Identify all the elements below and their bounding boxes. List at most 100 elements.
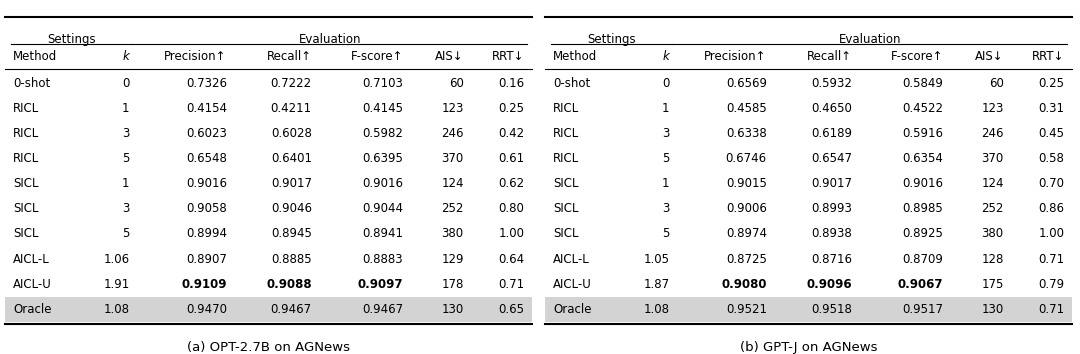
Text: 130: 130 — [442, 303, 463, 316]
Text: 0.4211: 0.4211 — [271, 102, 312, 115]
Text: 0.6338: 0.6338 — [726, 127, 767, 140]
Text: 0.9017: 0.9017 — [811, 177, 852, 190]
Text: SICL: SICL — [13, 202, 39, 215]
Text: 0.6395: 0.6395 — [362, 152, 403, 165]
Text: Evaluation: Evaluation — [298, 33, 361, 46]
Text: 1.08: 1.08 — [104, 303, 130, 316]
Text: 0.6023: 0.6023 — [186, 127, 227, 140]
Text: 0.9517: 0.9517 — [902, 303, 943, 316]
Text: 0.4650: 0.4650 — [811, 102, 852, 115]
Text: 60: 60 — [989, 76, 1003, 90]
Text: 129: 129 — [442, 253, 463, 266]
Text: RICL: RICL — [553, 102, 580, 115]
Text: 0.6746: 0.6746 — [726, 152, 767, 165]
Text: k: k — [663, 50, 670, 63]
Text: 0.5982: 0.5982 — [362, 127, 403, 140]
Text: 252: 252 — [442, 202, 463, 215]
Text: 246: 246 — [982, 127, 1003, 140]
Text: 0.9067: 0.9067 — [897, 278, 943, 291]
Text: 380: 380 — [442, 228, 463, 240]
Text: AICL-L: AICL-L — [553, 253, 590, 266]
Text: 0.9006: 0.9006 — [726, 202, 767, 215]
Text: 0.31: 0.31 — [1039, 102, 1065, 115]
Text: 0.9016: 0.9016 — [902, 177, 943, 190]
Text: AIS↓: AIS↓ — [975, 50, 1003, 63]
Text: 246: 246 — [442, 127, 463, 140]
Text: 1.05: 1.05 — [644, 253, 670, 266]
Text: 0.6401: 0.6401 — [271, 152, 312, 165]
Text: 0.86: 0.86 — [1039, 202, 1065, 215]
Text: RRT↓: RRT↓ — [492, 50, 525, 63]
Text: Evaluation: Evaluation — [838, 33, 901, 46]
Text: 128: 128 — [982, 253, 1003, 266]
Text: 0.9015: 0.9015 — [726, 177, 767, 190]
Text: 0.8709: 0.8709 — [902, 253, 943, 266]
Text: 0.8985: 0.8985 — [902, 202, 943, 215]
Text: 1: 1 — [122, 177, 130, 190]
Text: 0.61: 0.61 — [498, 152, 525, 165]
Text: 0.9467: 0.9467 — [271, 303, 312, 316]
Text: 0.4585: 0.4585 — [726, 102, 767, 115]
Text: 1: 1 — [662, 102, 670, 115]
Text: 0.64: 0.64 — [498, 253, 525, 266]
Text: k: k — [123, 50, 130, 63]
Text: 0-shot: 0-shot — [13, 76, 51, 90]
Text: 0.8885: 0.8885 — [271, 253, 312, 266]
Text: 0.8725: 0.8725 — [726, 253, 767, 266]
Text: 0.8716: 0.8716 — [811, 253, 852, 266]
Text: 0.8945: 0.8945 — [271, 228, 312, 240]
Text: 0.7222: 0.7222 — [271, 76, 312, 90]
Text: 370: 370 — [982, 152, 1003, 165]
Text: 0: 0 — [662, 76, 670, 90]
Text: 0.71: 0.71 — [498, 278, 525, 291]
Text: 0: 0 — [122, 76, 130, 90]
Text: 0.8941: 0.8941 — [362, 228, 403, 240]
Text: 124: 124 — [442, 177, 463, 190]
Text: 0.71: 0.71 — [1038, 253, 1065, 266]
Text: Method: Method — [553, 50, 597, 63]
Text: 0.16: 0.16 — [498, 76, 525, 90]
Text: 0.9017: 0.9017 — [271, 177, 312, 190]
Text: 0.80: 0.80 — [499, 202, 525, 215]
Text: RICL: RICL — [553, 127, 580, 140]
Text: SICL: SICL — [553, 228, 579, 240]
Text: 3: 3 — [122, 202, 130, 215]
Text: 0.9088: 0.9088 — [267, 278, 312, 291]
Text: 0.9467: 0.9467 — [362, 303, 403, 316]
Text: 0.42: 0.42 — [498, 127, 525, 140]
Text: 0.71: 0.71 — [1038, 303, 1065, 316]
Text: 0.79: 0.79 — [1038, 278, 1065, 291]
Text: 0.25: 0.25 — [499, 102, 525, 115]
Text: 0.5932: 0.5932 — [811, 76, 852, 90]
Text: 5: 5 — [122, 152, 130, 165]
Text: 130: 130 — [982, 303, 1003, 316]
Text: 0.6354: 0.6354 — [902, 152, 943, 165]
Text: 0.4522: 0.4522 — [902, 102, 943, 115]
Text: Method: Method — [13, 50, 57, 63]
Text: RICL: RICL — [13, 127, 40, 140]
Text: 178: 178 — [442, 278, 463, 291]
Text: 0.5849: 0.5849 — [902, 76, 943, 90]
Text: AICL-U: AICL-U — [13, 278, 52, 291]
Text: 0.9016: 0.9016 — [186, 177, 227, 190]
Text: 0.6548: 0.6548 — [186, 152, 227, 165]
Text: RRT↓: RRT↓ — [1032, 50, 1065, 63]
Text: 0.9109: 0.9109 — [181, 278, 227, 291]
Text: 0.9058: 0.9058 — [186, 202, 227, 215]
Text: 0.62: 0.62 — [498, 177, 525, 190]
Text: 1.87: 1.87 — [644, 278, 670, 291]
Text: Precision↑: Precision↑ — [704, 50, 767, 63]
Text: 0.9518: 0.9518 — [811, 303, 852, 316]
Text: SICL: SICL — [553, 202, 579, 215]
Text: 252: 252 — [982, 202, 1003, 215]
Text: 0.25: 0.25 — [1039, 76, 1065, 90]
Text: Recall↑: Recall↑ — [267, 50, 312, 63]
Text: 380: 380 — [982, 228, 1003, 240]
Bar — [5, 297, 532, 322]
Text: 123: 123 — [982, 102, 1003, 115]
Text: Settings: Settings — [588, 33, 636, 46]
Text: 1.00: 1.00 — [499, 228, 525, 240]
Text: 0.9046: 0.9046 — [271, 202, 312, 215]
Text: 0.58: 0.58 — [1039, 152, 1065, 165]
Text: 0.9080: 0.9080 — [721, 278, 767, 291]
